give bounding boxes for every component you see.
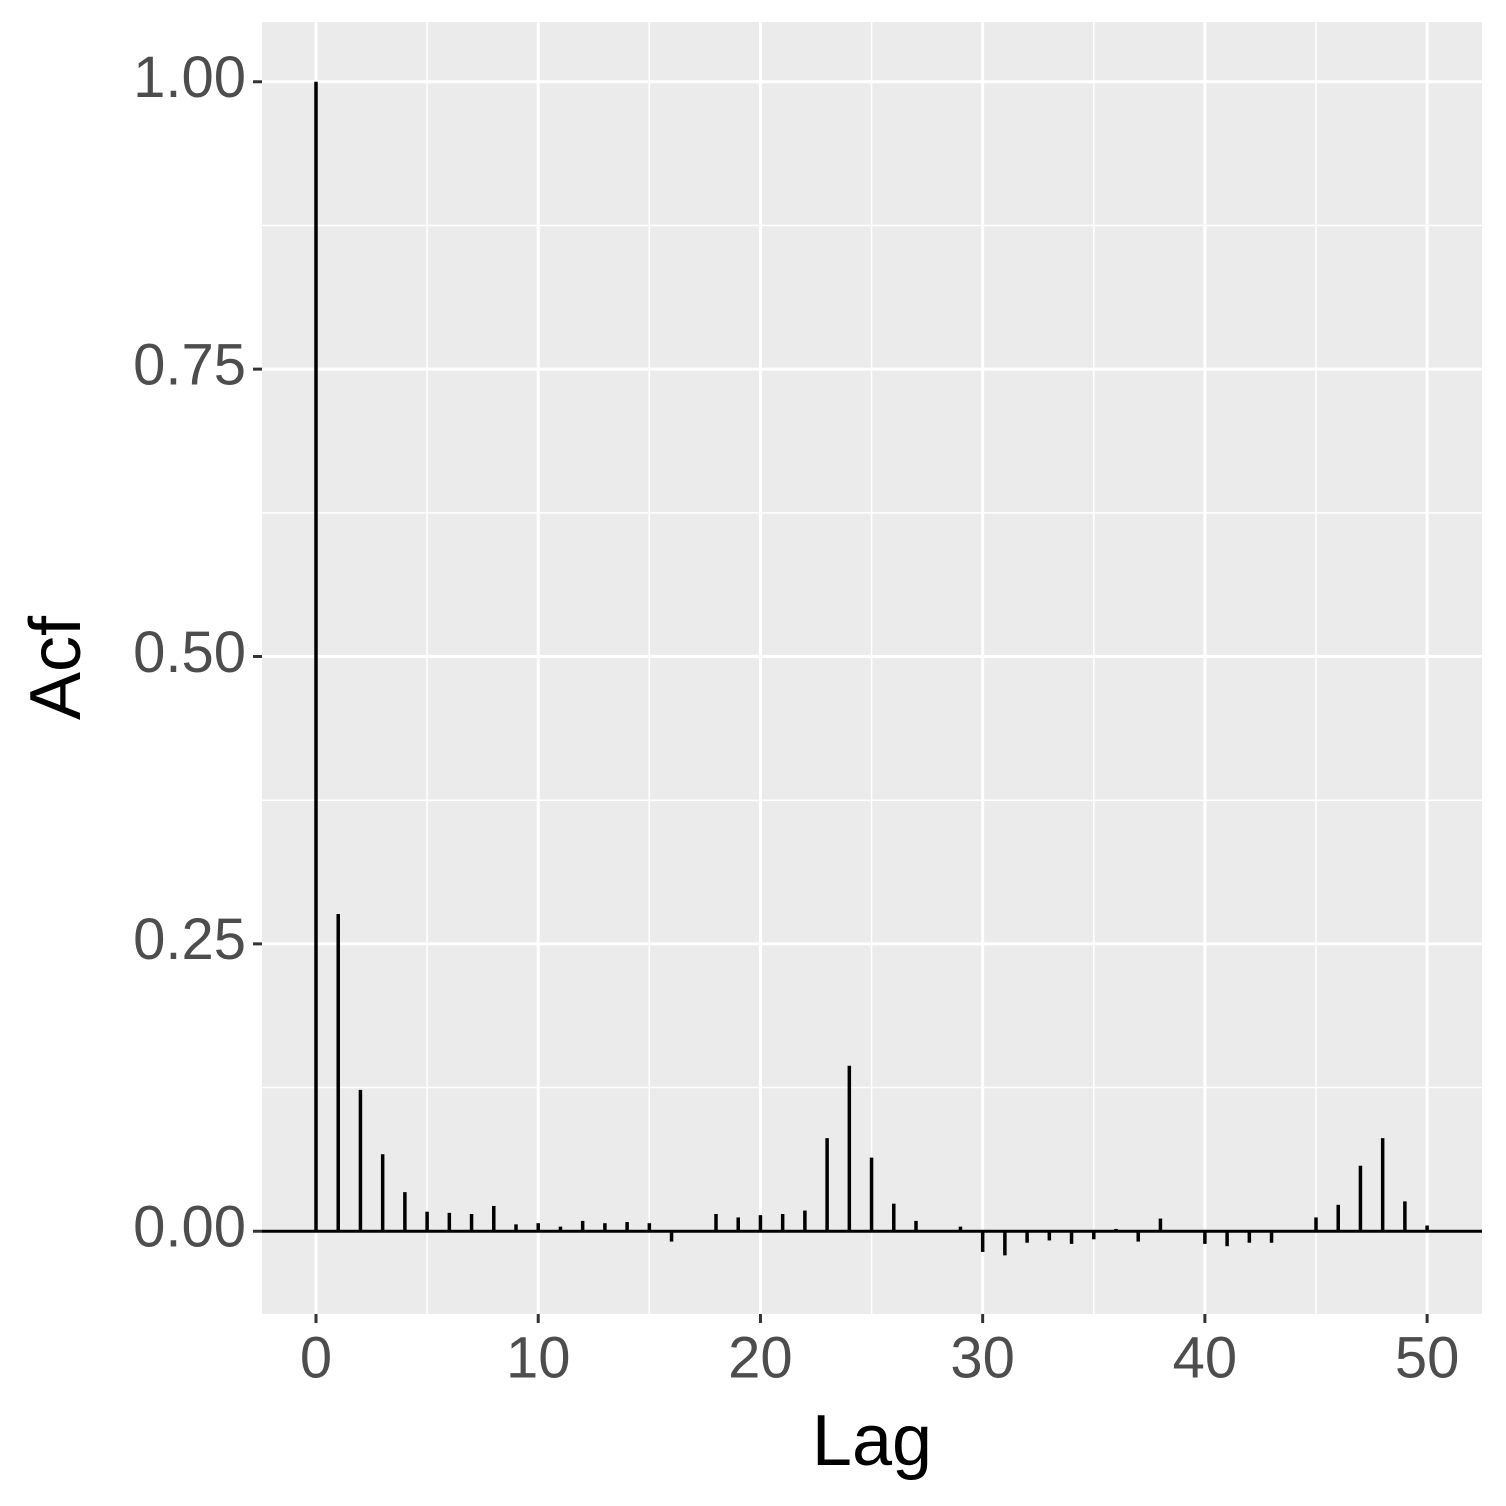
x-tick-label: 30 [950,1325,1015,1390]
x-axis-title: Lag [812,1401,932,1481]
x-tick-label: 50 [1395,1325,1460,1390]
x-tick-label: 0 [300,1325,332,1390]
x-tick-label: 40 [1173,1325,1238,1390]
y-tick-label: 1.00 [133,45,246,110]
y-tick-label: 0.75 [133,332,246,397]
x-tick-label: 20 [728,1325,793,1390]
y-tick-label: 0.00 [133,1195,246,1260]
y-tick-label: 0.50 [133,620,246,685]
y-tick-label: 0.25 [133,907,246,972]
marks [262,81,1482,1256]
x-tick-label: 10 [506,1325,571,1390]
y-axis-title: Acf [16,615,96,720]
